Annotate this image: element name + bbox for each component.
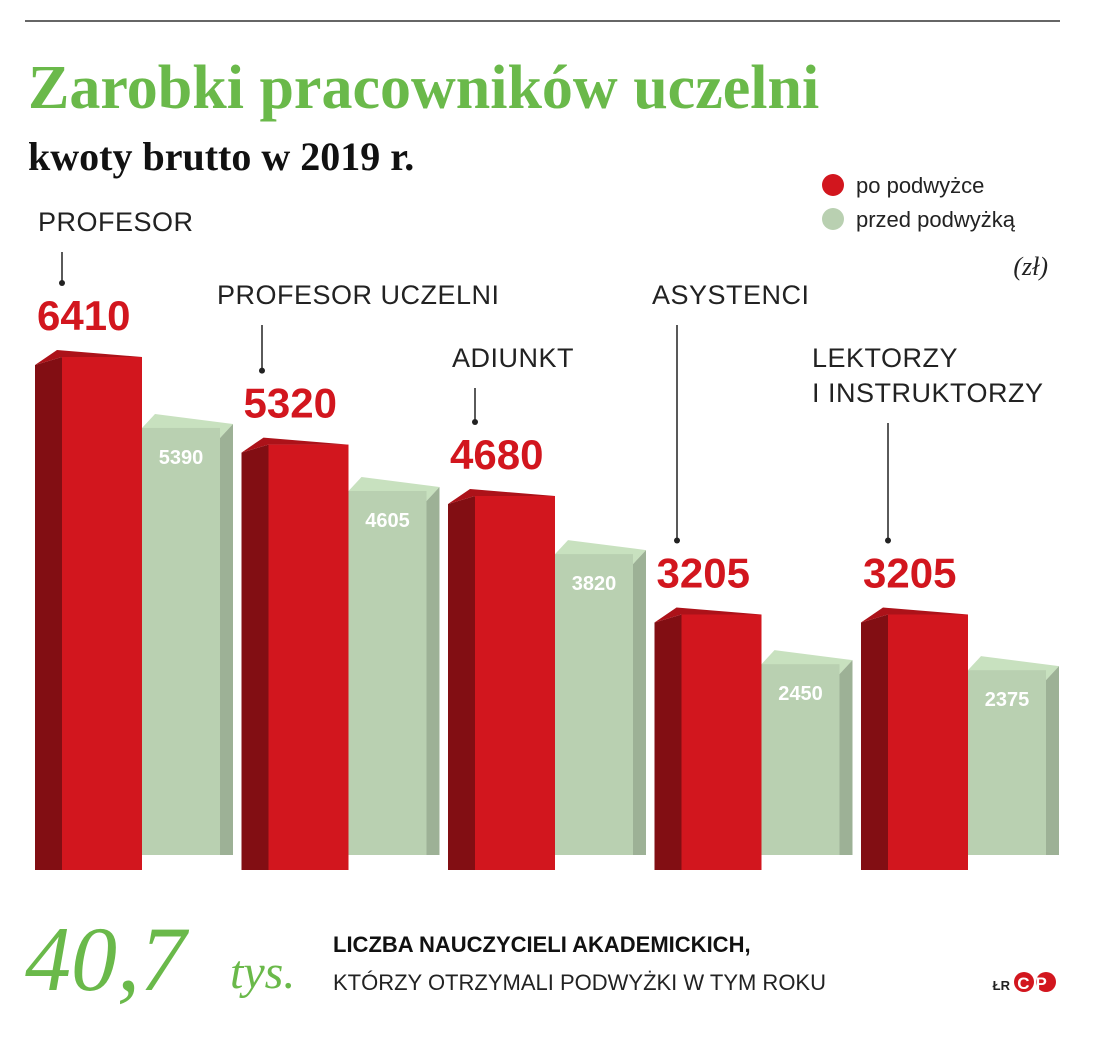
bar-top [448,488,555,504]
bar-side [241,444,269,870]
category-label: LEKTORZY I INSTRUKTORZY [812,343,1044,408]
chart-subtitle: kwoty brutto w 2019 r. [28,134,414,179]
legend-label: przed podwyżką [856,207,1016,232]
bar-top [861,607,968,623]
bar-side [861,614,888,870]
bar-top [654,607,762,623]
bar [142,427,220,855]
value-label: 6410 [37,292,130,339]
leader-dot [59,280,65,286]
unit-label: (zł) [1013,252,1048,281]
legend-swatch [822,174,844,196]
logo-circle [1036,972,1056,992]
leader-dot [472,418,478,425]
bar-top [35,350,142,365]
bar [348,491,427,855]
bar [968,670,1046,855]
bar [475,495,555,870]
bar [761,664,840,855]
bar [681,614,762,870]
credit: ŁR [993,978,1011,993]
value-label: 3820 [572,573,617,595]
legend-swatch [822,208,844,230]
category-label: ASYSTENCI [652,280,810,310]
category-label: ADIUNKT [452,343,575,373]
footer-line: LICZBA NAUCZYCIELI AKADEMICKICH, [333,932,751,957]
category-label: PROFESOR [38,207,194,237]
footer-unit: tys. [230,946,295,999]
bar-side [220,423,233,855]
leader-dot [674,537,680,544]
leader-dot [259,367,265,374]
leader-dot [885,537,891,544]
bar-side [839,660,853,855]
bar-side [35,357,62,870]
value-label: 5320 [244,380,337,427]
bar-side [1046,666,1059,855]
value-label: 2450 [778,683,823,705]
legend-label: po podwyżce [856,173,984,198]
bar-side [633,550,646,855]
value-label: 2375 [985,689,1030,711]
bar [888,614,968,870]
footer-number: 40,7 [25,908,190,1010]
bar [555,554,633,855]
value-label: 4605 [365,510,410,532]
logo-circle [1014,972,1034,992]
value-label: 3205 [657,550,750,597]
bar-side [654,614,682,870]
bar [268,444,349,870]
bar-side [426,487,440,855]
chart-title: Zarobki pracowników uczelni [28,54,819,122]
value-label: 4680 [450,431,543,478]
category-label: PROFESOR UCZELNI [217,280,500,310]
bar-side [448,495,475,870]
value-label: 5390 [159,447,204,469]
footer-line: KTÓRZY OTRZYMALI PODWYŻKI W TYM ROKU [333,970,826,995]
logo: CP [1017,974,1053,993]
bar-top [241,437,349,453]
bar [62,357,142,870]
value-label: 3205 [863,550,956,597]
